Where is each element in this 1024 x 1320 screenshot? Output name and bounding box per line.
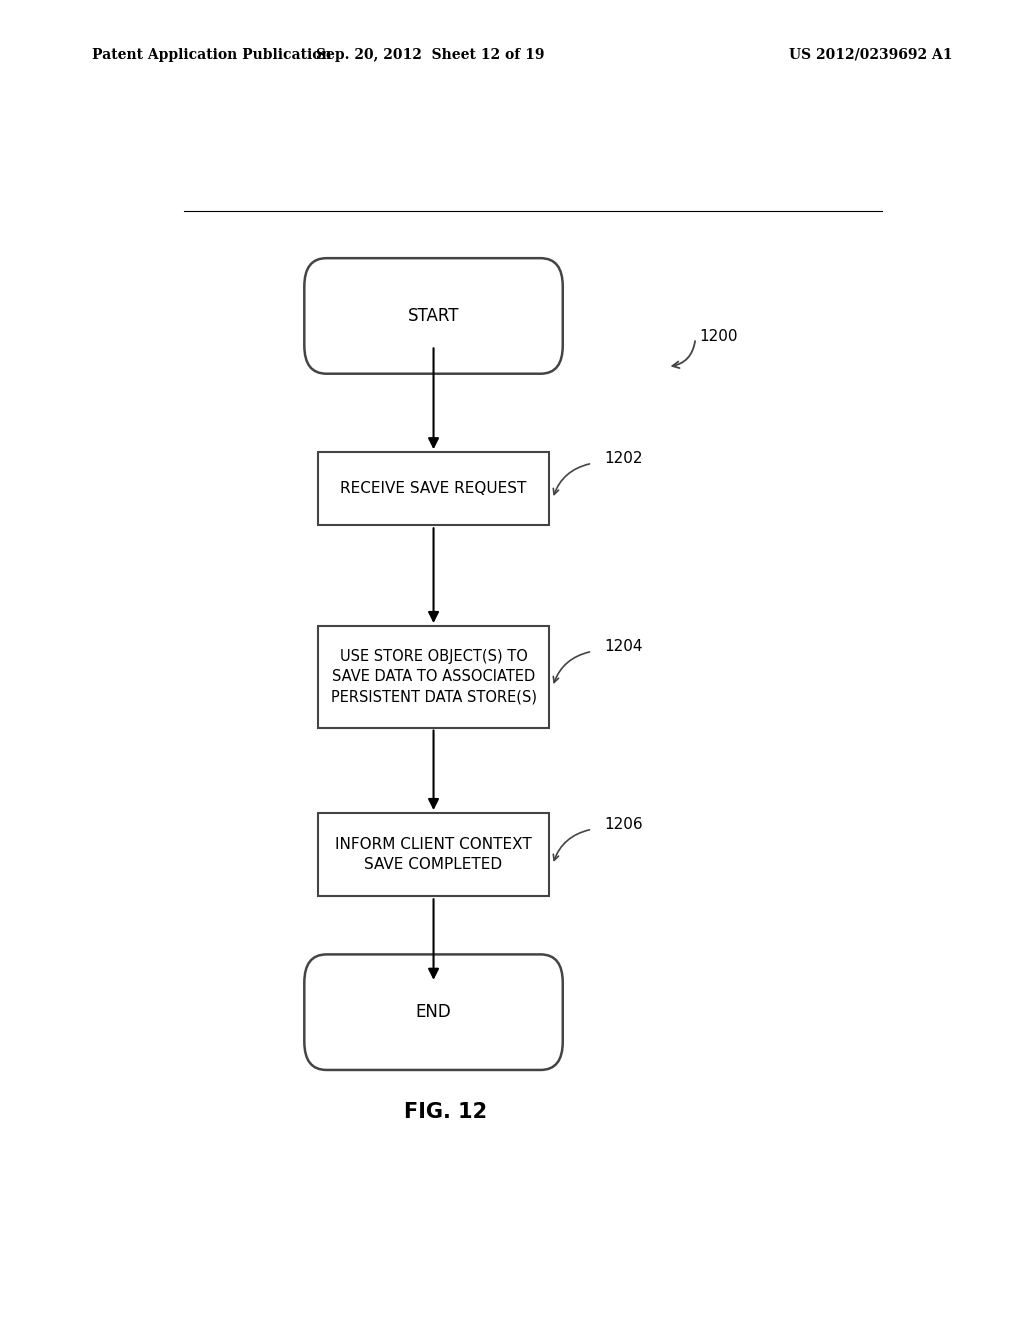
Text: 1200: 1200 bbox=[699, 329, 738, 343]
FancyBboxPatch shape bbox=[318, 813, 549, 896]
Text: 1204: 1204 bbox=[604, 639, 643, 653]
Text: START: START bbox=[408, 308, 460, 325]
Text: US 2012/0239692 A1: US 2012/0239692 A1 bbox=[788, 48, 952, 62]
FancyBboxPatch shape bbox=[304, 954, 563, 1071]
FancyBboxPatch shape bbox=[318, 453, 549, 525]
Text: RECEIVE SAVE REQUEST: RECEIVE SAVE REQUEST bbox=[340, 482, 526, 496]
Text: FIG. 12: FIG. 12 bbox=[403, 1102, 487, 1122]
Text: USE STORE OBJECT(S) TO
SAVE DATA TO ASSOCIATED
PERSISTENT DATA STORE(S): USE STORE OBJECT(S) TO SAVE DATA TO ASSO… bbox=[331, 649, 537, 704]
Text: INFORM CLIENT CONTEXT
SAVE COMPLETED: INFORM CLIENT CONTEXT SAVE COMPLETED bbox=[335, 837, 531, 873]
Text: 1202: 1202 bbox=[604, 450, 643, 466]
FancyBboxPatch shape bbox=[318, 626, 549, 727]
Text: END: END bbox=[416, 1003, 452, 1022]
Text: Sep. 20, 2012  Sheet 12 of 19: Sep. 20, 2012 Sheet 12 of 19 bbox=[315, 48, 545, 62]
Text: 1206: 1206 bbox=[604, 817, 643, 832]
Text: Patent Application Publication: Patent Application Publication bbox=[92, 48, 332, 62]
FancyBboxPatch shape bbox=[304, 259, 563, 374]
